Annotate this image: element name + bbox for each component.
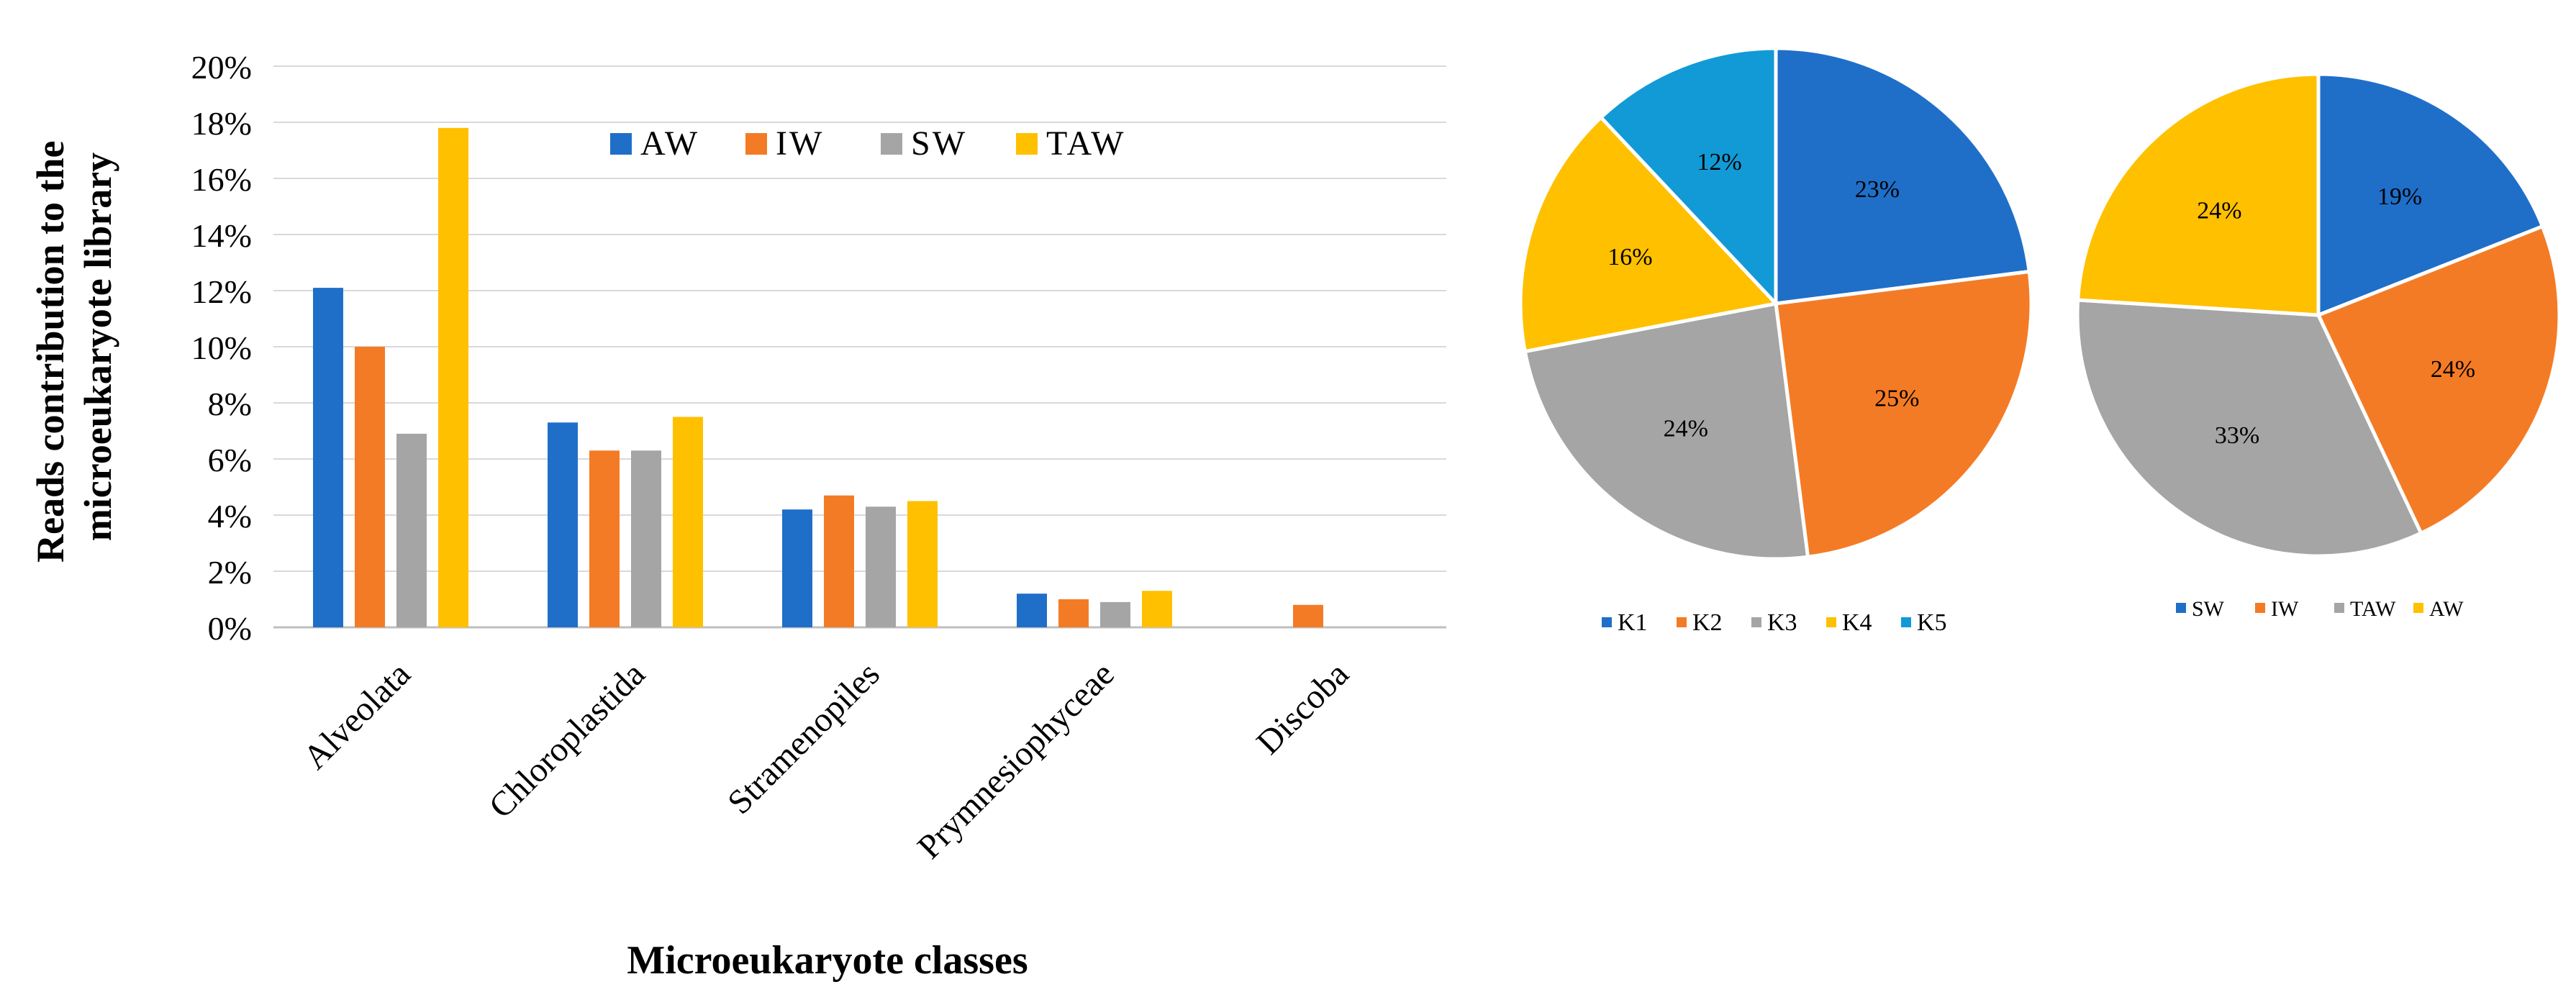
pie-legend-label-K4: K4 <box>1842 609 1872 636</box>
legend-swatch-IW <box>745 133 767 155</box>
y-tick-label: 2% <box>208 554 252 591</box>
y-tick-label: 18% <box>191 105 252 142</box>
bar-IW-Stramenopiles <box>824 495 854 627</box>
bar-AW-Prymnesiophyceae <box>1017 594 1047 627</box>
bar-gridlines <box>273 65 1446 629</box>
pie-slice-label: 25% <box>1874 386 1919 412</box>
bar-series-bars <box>313 127 1323 628</box>
pie-slice-label: 33% <box>2215 422 2259 449</box>
bar-SW-Stramenopiles <box>866 506 896 627</box>
legend-label-TAW: TAW <box>1046 124 1126 163</box>
bar-chart: 0% 2% 4% 6% 8% 10% 12% 14% 16% 18% 20% Alveolata Ch… <box>29 49 1446 983</box>
pie-slice-AW <box>2076 72 2321 317</box>
pie-slice-K5 <box>1598 46 1778 309</box>
y-tick-label: 8% <box>208 386 252 422</box>
y-axis-label-line-2: microeukaryote library <box>76 153 119 541</box>
bar-TAW-Prymnesiophyceae <box>1142 591 1172 627</box>
bar-x-tick-labels: Alveolata Chloroplastida Stramenopiles Prym… <box>296 655 1356 866</box>
bar-SW-Prymnesiophyceae <box>1100 601 1130 627</box>
pie-legend-label-SW: SW <box>2192 597 2225 621</box>
pie-slice-TAW <box>2075 298 2423 558</box>
pie-slice-K4 <box>1518 114 1779 354</box>
pie-slice-K2 <box>1774 269 2033 559</box>
bar-AW-Stramenopiles <box>782 509 812 627</box>
legend-swatch-TAW <box>1016 133 1038 155</box>
pie-legend-swatch-SW <box>2176 603 2186 613</box>
legend-label-SW: SW <box>911 124 967 163</box>
x-tick-label: Discoba <box>1249 655 1356 762</box>
bar-legend: AW IW SW TAW <box>610 124 1126 163</box>
x-tick-label: Stramenopiles <box>720 655 887 822</box>
pie-legend-label-K1: K1 <box>1618 609 1648 636</box>
bar-x-axis-label: Microeukaryote classes <box>627 938 1028 983</box>
pie-legend-swatch-K3 <box>1751 617 1761 627</box>
pie-legend-swatch-TAW <box>2334 603 2344 613</box>
pie-legend-label-K5: K5 <box>1917 609 1947 636</box>
y-axis-label-line-1: Reads contribution to the <box>29 140 72 563</box>
pie-slice-label: 23% <box>1855 176 1900 203</box>
pie-slice-label: 24% <box>1664 415 1708 442</box>
bar-SW-Alveolata <box>396 433 427 627</box>
pie-slice-K3 <box>1523 301 1810 561</box>
y-tick-label: 14% <box>191 217 252 254</box>
legend-swatch-AW <box>610 133 632 155</box>
pie-legend-label-TAW: TAW <box>2350 597 2396 621</box>
pie-legend-swatch-K4 <box>1826 617 1836 627</box>
pie-legend-swatch-K2 <box>1677 617 1687 627</box>
bar-IW-Chloroplastida <box>589 450 620 627</box>
pie-slice-IW <box>2316 224 2562 536</box>
bar-TAW-Stramenopiles <box>907 501 938 627</box>
x-tick-label: Prymnesiophyceae <box>910 655 1122 866</box>
pie-slice-label: 16% <box>1607 244 1652 270</box>
bar-TAW-Chloroplastida <box>673 417 703 627</box>
pie-legend-swatch-AW <box>2413 603 2423 613</box>
pie-legend-label-K3: K3 <box>1767 609 1797 636</box>
legend-label-AW: AW <box>640 124 699 163</box>
bar-SW-Chloroplastida <box>631 450 661 627</box>
pie-slice-label: 19% <box>2377 183 2422 210</box>
y-tick-label: 4% <box>208 498 252 535</box>
x-tick-label: Chloroplastida <box>481 655 652 825</box>
y-tick-label: 12% <box>191 273 252 310</box>
x-tick-label: Alveolata <box>296 655 417 776</box>
pie-legend-swatch-IW <box>2255 603 2265 613</box>
bar-y-axis-label: Reads contribution to the microeukaryote… <box>29 131 119 563</box>
pie-slice-label: 12% <box>1697 149 1741 176</box>
bar-y-tick-labels: 0% 2% 4% 6% 8% 10% 12% 14% 16% 18% 20% <box>191 49 252 647</box>
y-tick-label: 16% <box>191 161 252 198</box>
pie-slice-label: 24% <box>2431 356 2475 383</box>
y-tick-label: 20% <box>191 49 252 86</box>
pie-legend-swatch-K1 <box>1602 617 1612 627</box>
y-tick-label: 0% <box>208 610 252 647</box>
pie-slice-K1 <box>1774 46 2031 306</box>
pie-legend-label-AW: AW <box>2429 597 2464 621</box>
y-tick-label: 10% <box>191 329 252 366</box>
pie-legend-swatch-K5 <box>1901 617 1911 627</box>
bar-AW-Alveolata <box>313 288 343 627</box>
legend-swatch-SW <box>881 133 902 155</box>
bar-IW-Prymnesiophyceae <box>1058 599 1089 627</box>
bar-IW-Discoba <box>1293 604 1323 627</box>
pie-legend-label-K2: K2 <box>1692 609 1723 636</box>
y-tick-label: 6% <box>208 442 252 478</box>
pie-chart-k: 23% 25% 24% 16% 12% K1 K2 K3 K4 K5 <box>1518 46 2033 636</box>
legend-label-IW: IW <box>776 124 824 163</box>
pie-slice-SW <box>2316 72 2545 318</box>
bar-TAW-Alveolata <box>438 127 468 628</box>
pie-chart-water: 19% 24% 33% 24% SW IW TAW AW <box>2075 72 2562 621</box>
bar-IW-Alveolata <box>355 347 385 627</box>
pie-legend-label-IW: IW <box>2271 597 2299 621</box>
pie-slice-label: 24% <box>2197 197 2241 224</box>
bar-AW-Chloroplastida <box>548 422 578 627</box>
